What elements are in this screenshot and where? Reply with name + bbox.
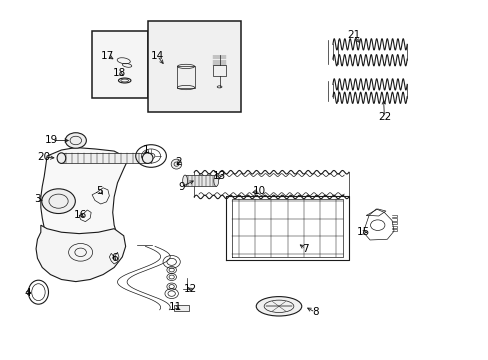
Ellipse shape [183, 175, 187, 186]
Polygon shape [41, 148, 127, 258]
Bar [92, 31, 147, 98]
Text: 12: 12 [184, 284, 197, 294]
Text: 16: 16 [74, 210, 87, 220]
Bar [173, 305, 188, 311]
Polygon shape [36, 225, 125, 282]
Text: 5: 5 [96, 186, 103, 195]
Circle shape [65, 133, 86, 148]
Text: 4: 4 [24, 288, 31, 298]
Text: 6: 6 [111, 253, 117, 262]
Text: 20: 20 [38, 152, 51, 162]
Text: 7: 7 [302, 244, 308, 254]
Text: 18: 18 [113, 68, 126, 78]
Text: 8: 8 [311, 307, 318, 317]
Text: 9: 9 [178, 182, 184, 192]
Bar [177, 66, 194, 87]
Bar [147, 21, 240, 112]
Text: 21: 21 [346, 30, 360, 40]
Text: 10: 10 [253, 186, 266, 195]
Text: 22: 22 [377, 112, 390, 122]
Bar [212, 65, 226, 76]
Text: 15: 15 [356, 227, 369, 237]
Ellipse shape [142, 153, 153, 163]
Text: 3: 3 [34, 194, 41, 204]
Text: 17: 17 [101, 51, 114, 61]
Text: 14: 14 [150, 51, 163, 61]
Bar [184, 175, 216, 186]
Text: 13: 13 [212, 171, 226, 181]
Ellipse shape [57, 153, 65, 163]
Text: 11: 11 [168, 302, 181, 312]
Text: 2: 2 [175, 157, 182, 167]
Bar [61, 153, 147, 163]
Ellipse shape [256, 297, 301, 316]
Text: 19: 19 [45, 135, 59, 145]
Circle shape [41, 189, 75, 213]
Text: 1: 1 [142, 145, 149, 155]
Ellipse shape [213, 175, 218, 186]
Ellipse shape [171, 159, 182, 169]
